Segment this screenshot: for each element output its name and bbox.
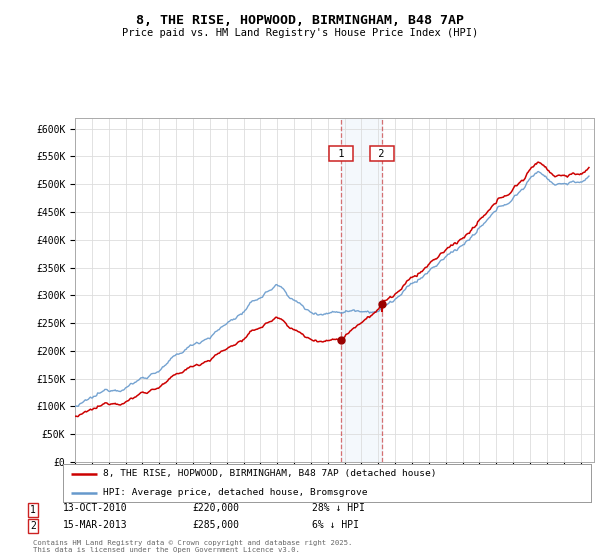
Text: 13-OCT-2010: 13-OCT-2010 (63, 503, 128, 514)
Text: HPI: Average price, detached house, Bromsgrove: HPI: Average price, detached house, Brom… (103, 488, 367, 497)
Text: 6% ↓ HPI: 6% ↓ HPI (312, 520, 359, 530)
Text: 2: 2 (373, 149, 391, 158)
Text: Price paid vs. HM Land Registry's House Price Index (HPI): Price paid vs. HM Land Registry's House … (122, 28, 478, 38)
Text: 1: 1 (332, 149, 350, 158)
Text: 8, THE RISE, HOPWOOD, BIRMINGHAM, B48 7AP (detached house): 8, THE RISE, HOPWOOD, BIRMINGHAM, B48 7A… (103, 469, 436, 478)
Text: £285,000: £285,000 (192, 520, 239, 530)
Text: 15-MAR-2013: 15-MAR-2013 (63, 520, 128, 530)
Text: £220,000: £220,000 (192, 503, 239, 514)
Bar (341, 118, 382, 462)
Text: 8, THE RISE, HOPWOOD, BIRMINGHAM, B48 7AP: 8, THE RISE, HOPWOOD, BIRMINGHAM, B48 7A… (136, 14, 464, 27)
Text: 2: 2 (30, 521, 36, 531)
Text: 1: 1 (30, 505, 36, 515)
Text: 28% ↓ HPI: 28% ↓ HPI (312, 503, 365, 514)
Text: Contains HM Land Registry data © Crown copyright and database right 2025.
This d: Contains HM Land Registry data © Crown c… (33, 540, 352, 553)
